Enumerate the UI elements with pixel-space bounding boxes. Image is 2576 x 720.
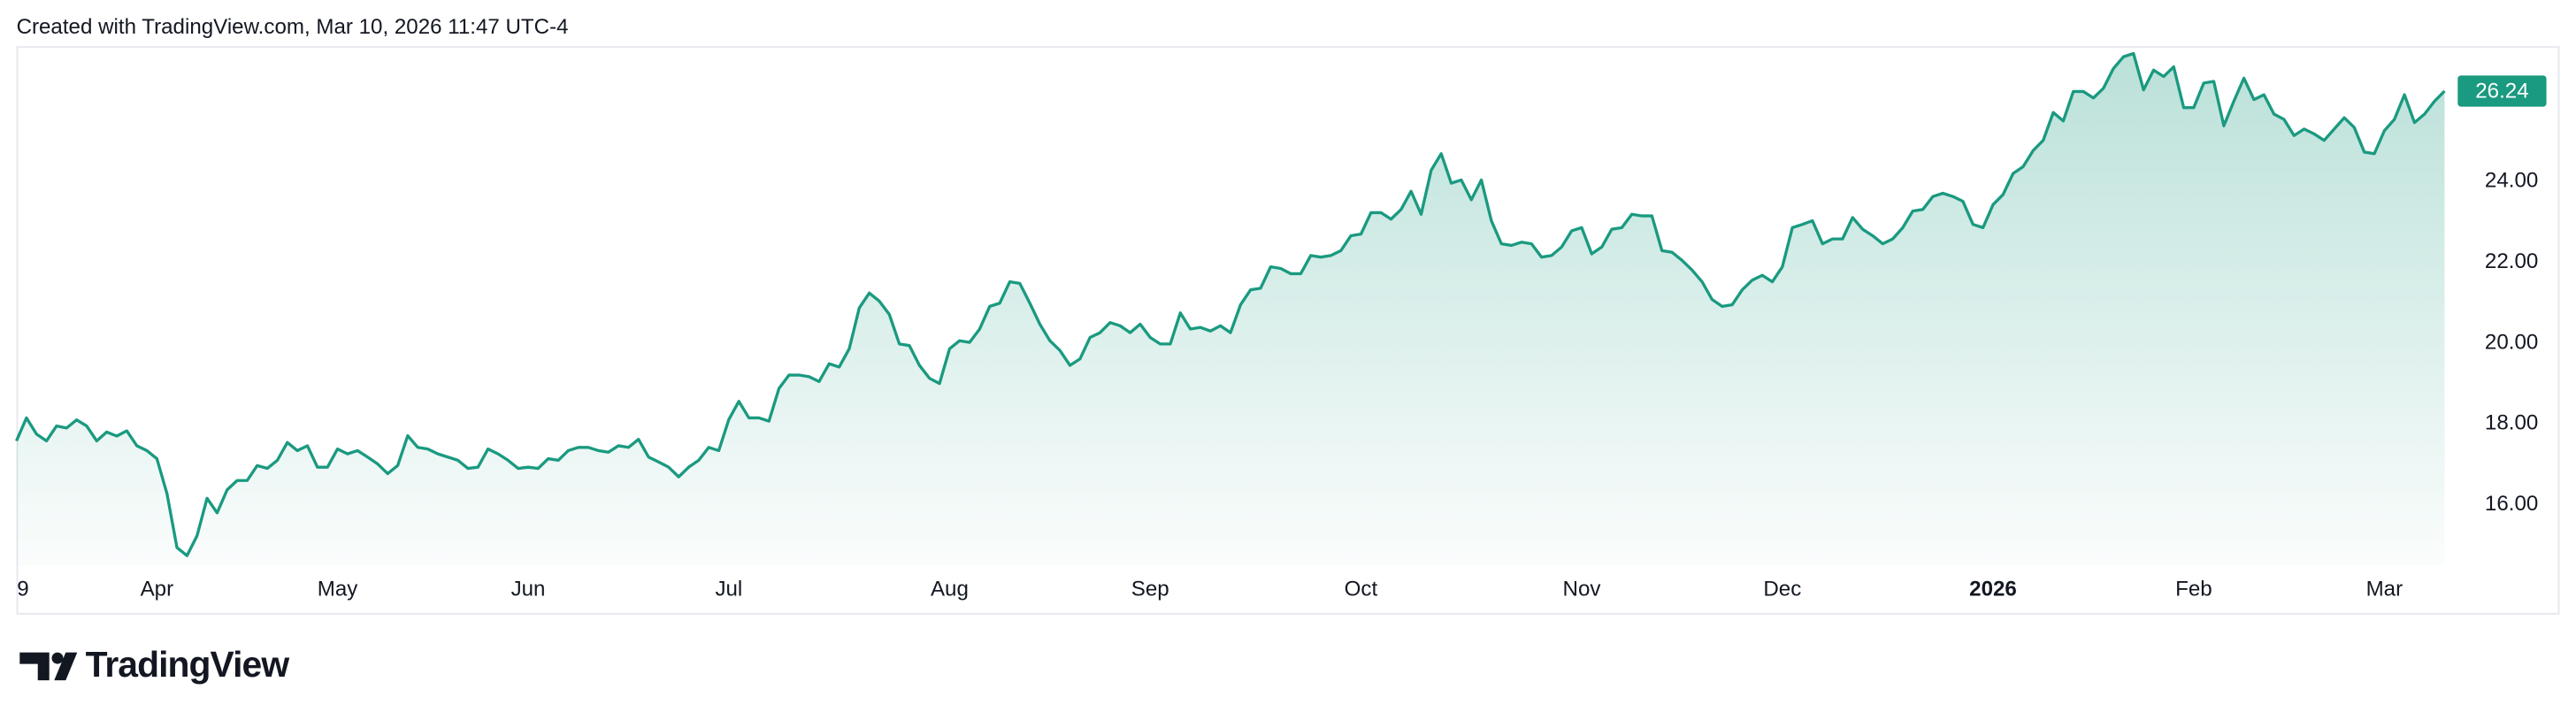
y-tick-label: 20.00 bbox=[2485, 330, 2538, 354]
header: Created with TradingView.com, Mar 10, 20… bbox=[17, 15, 569, 39]
x-tick-label: 2026 bbox=[1969, 577, 2017, 601]
x-tick-label: Sep bbox=[1131, 577, 1169, 601]
x-tick-label: Aug bbox=[931, 577, 969, 601]
last-price-label: 26.24 bbox=[2475, 79, 2528, 103]
y-tick-label: 24.00 bbox=[2485, 169, 2538, 193]
x-tick-label: 9 bbox=[17, 577, 28, 601]
y-tick-label: 16.00 bbox=[2485, 492, 2538, 516]
x-tick-label: Mar bbox=[2366, 577, 2404, 601]
y-tick-label: 18.00 bbox=[2485, 411, 2538, 435]
y-tick-label: 22.00 bbox=[2485, 249, 2538, 273]
x-tick-label: Oct bbox=[1345, 577, 1378, 601]
brand-name: TradingView bbox=[86, 644, 290, 685]
x-tick-label: Jun bbox=[511, 577, 546, 601]
x-tick-label: May bbox=[318, 577, 359, 601]
brand-logo bbox=[19, 652, 78, 681]
last-price-badge bbox=[2457, 75, 2547, 107]
x-tick-label: Jul bbox=[715, 577, 742, 601]
plot: 16.00 18.00 20.00 22.00 24.00 9 Apr May Jun Jul Au… bbox=[15, 51, 2547, 601]
x-tick-label: Feb bbox=[2175, 577, 2212, 601]
x-tick-label: Nov bbox=[1563, 577, 1601, 601]
x-tick-label: Dec bbox=[1763, 577, 1801, 601]
area-fill bbox=[16, 53, 2445, 566]
chart-frame bbox=[16, 46, 2560, 615]
x-tick-label: Apr bbox=[141, 577, 174, 601]
price-line bbox=[15, 51, 2446, 557]
